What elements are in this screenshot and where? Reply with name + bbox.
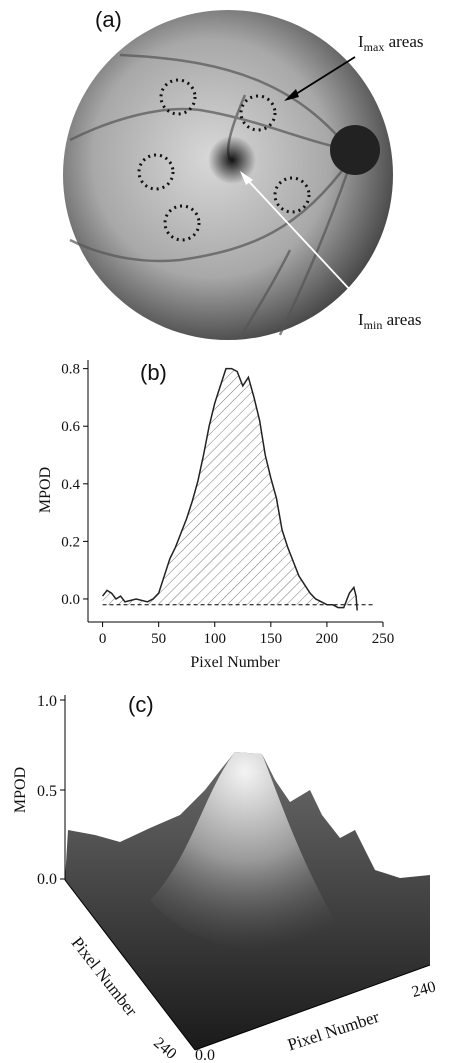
profile-line [101, 367, 358, 611]
y-tick-label: 0.4 [61, 477, 80, 493]
annotation: Imax areas [358, 32, 424, 54]
panel-label: (a) [95, 7, 122, 32]
axis [194, 964, 431, 1051]
axis-label: Pixel Number [285, 1007, 381, 1055]
panel-a: (a) Imax areas Imin areas [63, 7, 424, 340]
x-tick-label: 100 [203, 631, 226, 647]
y-tick-label: 0.0 [61, 592, 80, 608]
panel-label: (c) [128, 692, 154, 717]
annotation: Imin areas [358, 310, 422, 332]
x-axis-label: Pixel Number [190, 654, 280, 671]
z-tick-label: 1.0 [37, 693, 57, 710]
arrow-head [284, 89, 299, 101]
arrow-head [240, 171, 253, 185]
panel-c: (c) 1.0 0.5 0.0 MPOD Pixel Number 240 0.… [12, 692, 438, 1063]
sample-areas [137, 78, 311, 242]
tick-label: 240 [410, 978, 438, 1001]
optic-disc [330, 125, 380, 175]
vessels [69, 53, 352, 339]
panel-b: (b) MPOD Pixel Number 0.0 0.2 0.4 0.6 0.8 0 50… [37, 360, 394, 671]
z-axis-label: MPOD [12, 767, 29, 813]
panel-label: (b) [140, 360, 167, 385]
area-fill [102, 368, 358, 611]
y-axis-label: MPOD [37, 467, 54, 513]
x-tick-label: 50 [151, 631, 166, 647]
z-tick-label: 0.5 [37, 783, 57, 800]
x-tick-label: 200 [316, 631, 339, 647]
y-tick-label: 0.6 [61, 419, 80, 435]
fovea [208, 136, 256, 184]
axis [64, 879, 196, 1051]
surface-peak [150, 752, 340, 950]
x-tick-label: 150 [260, 631, 283, 647]
tick-label: 0.0 [195, 1047, 215, 1063]
arrow [242, 174, 353, 293]
y-tick-label: 0.8 [61, 362, 80, 378]
y-tick-label: 0.2 [61, 534, 80, 550]
x-tick-label: 0 [99, 631, 107, 647]
x-tick-label: 250 [372, 631, 395, 647]
tick-label: 240 [150, 1034, 179, 1062]
arrow [287, 56, 356, 100]
z-tick-label: 0.0 [37, 871, 57, 888]
